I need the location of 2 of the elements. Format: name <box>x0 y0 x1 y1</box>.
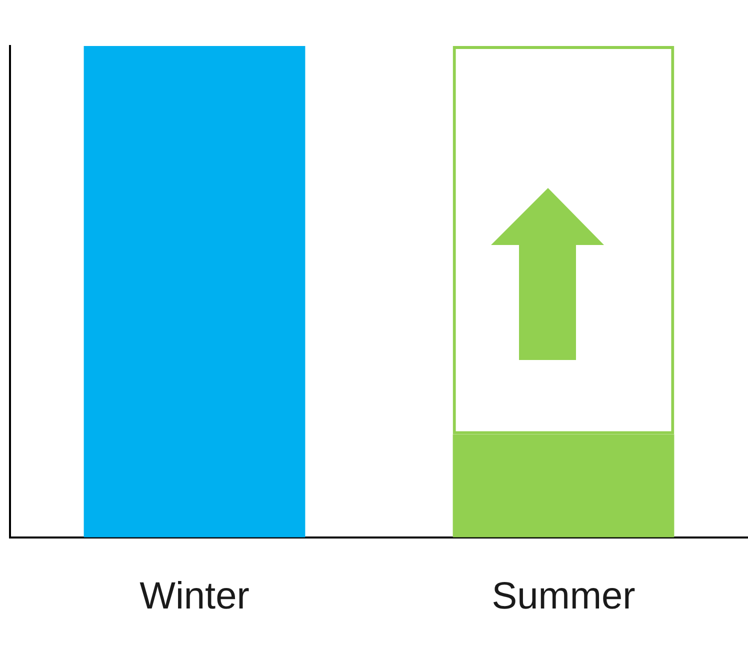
x-tick-label: Summer <box>492 576 636 618</box>
x-tick-label: Winter <box>140 576 250 618</box>
